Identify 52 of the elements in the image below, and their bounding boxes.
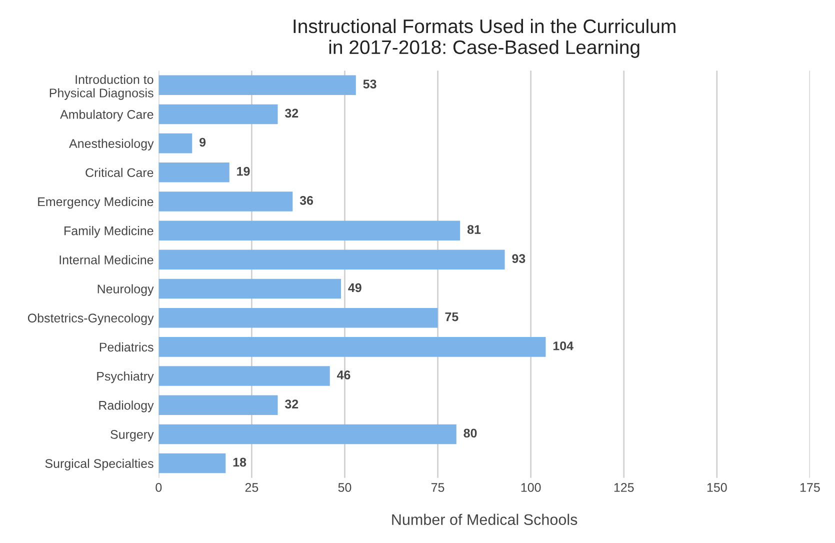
chart-title: Instructional Formats Used in the Curriculum in 2017-2018: Case-Based Learning xyxy=(294,18,676,58)
data-label: 19 xyxy=(237,166,250,176)
bar xyxy=(158,453,226,474)
bar xyxy=(158,192,293,212)
y-tick-label: Critical Care xyxy=(86,168,154,178)
bar xyxy=(158,395,278,416)
data-label: 80 xyxy=(464,428,477,438)
data-label: 32 xyxy=(284,400,298,408)
y-tick-label: Neurology xyxy=(98,284,154,296)
y-tick-label: Surgery xyxy=(110,430,154,442)
x-tick-label: 150 xyxy=(707,483,727,492)
bar xyxy=(158,220,460,240)
y-tick-label: Surgical Specialties xyxy=(45,458,154,470)
y-tick-label: Obstetrics-Gynecology xyxy=(28,313,154,325)
x-tick-label: 0 xyxy=(156,483,162,492)
y-tick-label: Introduction to Physical Diagnosis xyxy=(50,74,154,100)
data-label: 18 xyxy=(233,458,246,467)
x-tick-label: 75 xyxy=(431,483,444,492)
data-label: 81 xyxy=(467,225,481,234)
data-label: 32 xyxy=(284,108,298,118)
y-tick-label: Psychiatry xyxy=(97,372,154,384)
data-label: 104 xyxy=(553,341,574,350)
data-label: 9 xyxy=(200,138,206,147)
data-label: 49 xyxy=(348,283,362,292)
y-tick-label: Ambulatory Care xyxy=(60,110,154,122)
bar xyxy=(158,366,330,386)
x-tick-label: 100 xyxy=(521,483,541,492)
data-label: 46 xyxy=(336,370,350,380)
y-tick-label: Radiology xyxy=(99,400,154,412)
x-tick-label: 125 xyxy=(614,483,634,492)
data-label: 75 xyxy=(445,312,458,322)
bar xyxy=(158,133,192,154)
y-tick-label: Pediatrics xyxy=(100,342,154,352)
bar xyxy=(158,162,230,182)
bar xyxy=(158,104,278,124)
bar xyxy=(158,424,456,444)
x-tick-label: 175 xyxy=(800,483,820,492)
y-tick-label: Internal Medicine xyxy=(60,255,154,264)
data-label: 53 xyxy=(363,80,376,89)
bar xyxy=(158,337,546,357)
x-axis-title: Number of Medical Schools xyxy=(392,514,578,526)
data-label: 36 xyxy=(300,196,314,205)
bar xyxy=(158,75,356,96)
x-tick-label: 50 xyxy=(338,483,352,492)
y-tick-label: Anesthesiology xyxy=(69,138,154,150)
x-tick-label: 25 xyxy=(245,483,258,492)
bar xyxy=(158,308,438,328)
bar xyxy=(158,278,342,299)
y-tick-label: Family Medicine xyxy=(64,226,154,238)
bar xyxy=(158,250,505,270)
data-label: 93 xyxy=(512,254,526,264)
y-tick-label: Emergency Medicine xyxy=(38,196,154,209)
